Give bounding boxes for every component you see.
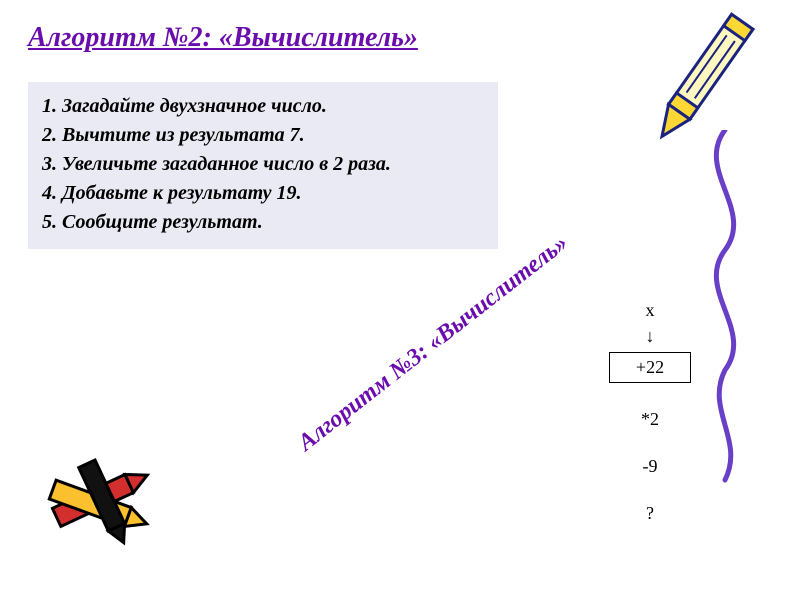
step-item: 1. Загадайте двухзначное число. — [42, 92, 484, 121]
step-item: 4. Добавьте к результату 19. — [42, 179, 484, 208]
flow-node-box: +22 — [609, 352, 691, 383]
steps-box: 1. Загадайте двухзначное число. 2. Вычти… — [28, 82, 498, 249]
step-item: 5. Сообщите результат. — [42, 208, 484, 237]
crayon-cluster-icon — [35, 435, 185, 565]
page-title: Алгоритм №2: «Вычислитель» — [28, 22, 418, 54]
flow-node: ? — [590, 503, 710, 524]
step-item: 3. Увеличьте загаданное число в 2 раза. — [42, 150, 484, 179]
wavy-line-icon — [685, 130, 765, 490]
diagonal-title: Алгоритм №3: «Вычислитель» — [293, 230, 573, 457]
step-item: 2. Вычтите из результата 7. — [42, 121, 484, 150]
